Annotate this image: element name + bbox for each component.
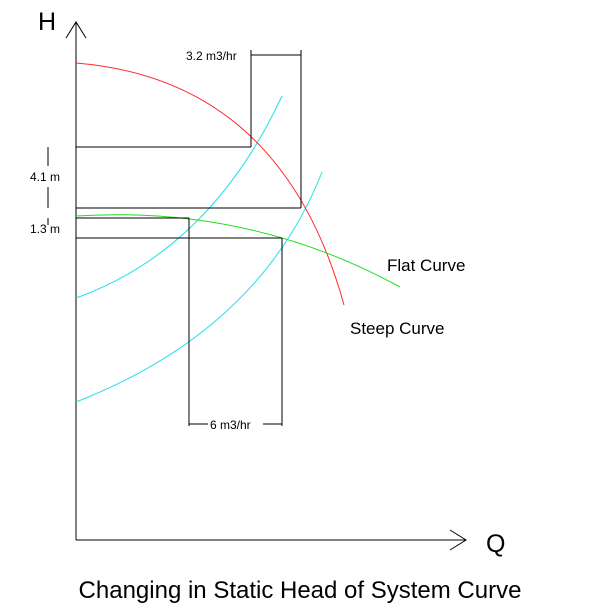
system-curve-upper — [75, 95, 283, 299]
steep-head-dimension: 4.1 m — [30, 170, 60, 184]
steep-curve-label: Steep Curve — [350, 319, 445, 338]
top-flow-dimension: 3.2 m3/hr — [186, 49, 237, 63]
bottom-flow-dimension: 6 m3/hr — [210, 418, 251, 432]
flat-head-dimension: 1.3 m — [30, 222, 60, 236]
diagram-caption: Changing in Static Head of System Curve — [79, 577, 522, 604]
y-axis-label: H — [38, 8, 56, 36]
system-curve-lower — [75, 171, 323, 403]
flat-curve-label: Flat Curve — [387, 256, 465, 275]
y-axis-arrowhead — [65, 21, 87, 39]
flat-pump-curve — [75, 214, 401, 288]
construction-lines — [47, 50, 302, 426]
steep-pump-curve — [75, 62, 345, 306]
x-axis-arrowhead — [449, 529, 467, 551]
x-axis-label: Q — [486, 530, 505, 558]
axes — [65, 21, 467, 551]
